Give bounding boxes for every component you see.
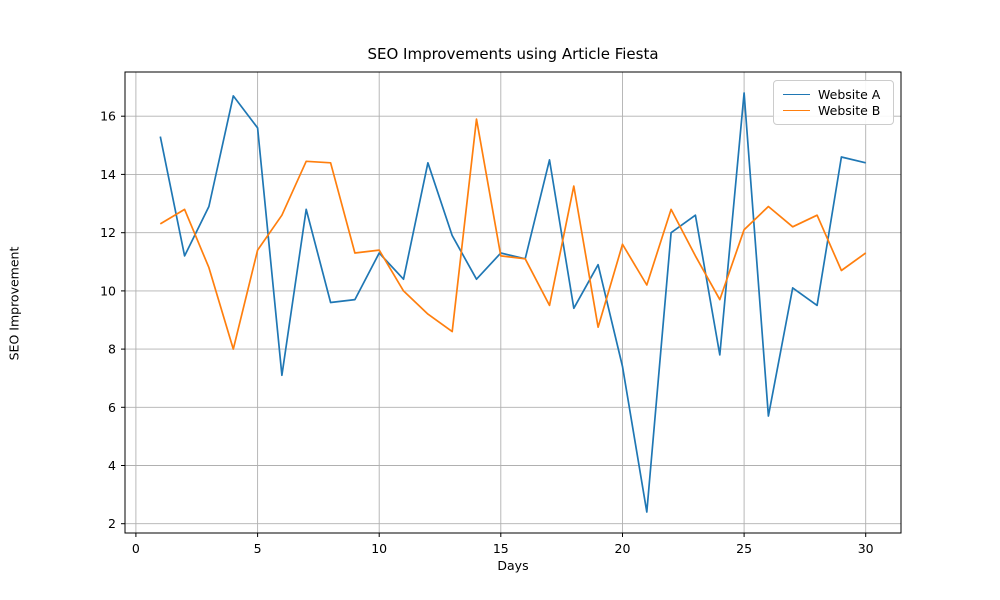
x-tick-label: 25: [736, 541, 752, 556]
website-b-line-swatch: [783, 110, 810, 112]
website-b-line: [159, 118, 867, 350]
x-tick-label: 0: [132, 541, 140, 556]
plot-border: [124, 71, 902, 534]
y-tick-label: 2: [108, 516, 116, 531]
legend-item-website-a: Website A: [783, 86, 885, 103]
legend-label-website-a: Website A: [818, 86, 881, 102]
x-axis-label: Days: [497, 558, 529, 573]
chart-title: SEO Improvements using Article Fiesta: [367, 45, 659, 63]
y-tick-label: 16: [100, 109, 116, 124]
axis-tick-labels: 0 5 10 15 20 25 30 2 4 6 8 10 12 14 16: [100, 109, 874, 556]
x-tick-label: 15: [493, 541, 509, 556]
x-tick-label: 5: [254, 541, 262, 556]
gridlines: [125, 72, 901, 533]
axis-ticks: [121, 115, 867, 537]
website-a-line-swatch: [783, 93, 810, 95]
y-tick-label: 12: [100, 225, 116, 240]
data-series: [159, 92, 867, 513]
x-tick-label: 30: [858, 541, 874, 556]
y-axis-label: SEO Improvement: [6, 246, 22, 361]
y-tick-label: 4: [108, 458, 116, 473]
x-tick-label: 10: [371, 541, 387, 556]
y-tick-label: 14: [100, 167, 116, 182]
website-a-line: [159, 92, 866, 513]
legend-item-website-b: Website B: [783, 103, 885, 120]
y-tick-label: 8: [108, 342, 116, 357]
x-tick-label: 20: [615, 541, 631, 556]
legend-label-website-b: Website B: [818, 103, 881, 119]
legend: Website A Website B: [773, 80, 894, 125]
y-tick-label: 6: [108, 400, 116, 415]
y-tick-label: 10: [100, 283, 116, 298]
